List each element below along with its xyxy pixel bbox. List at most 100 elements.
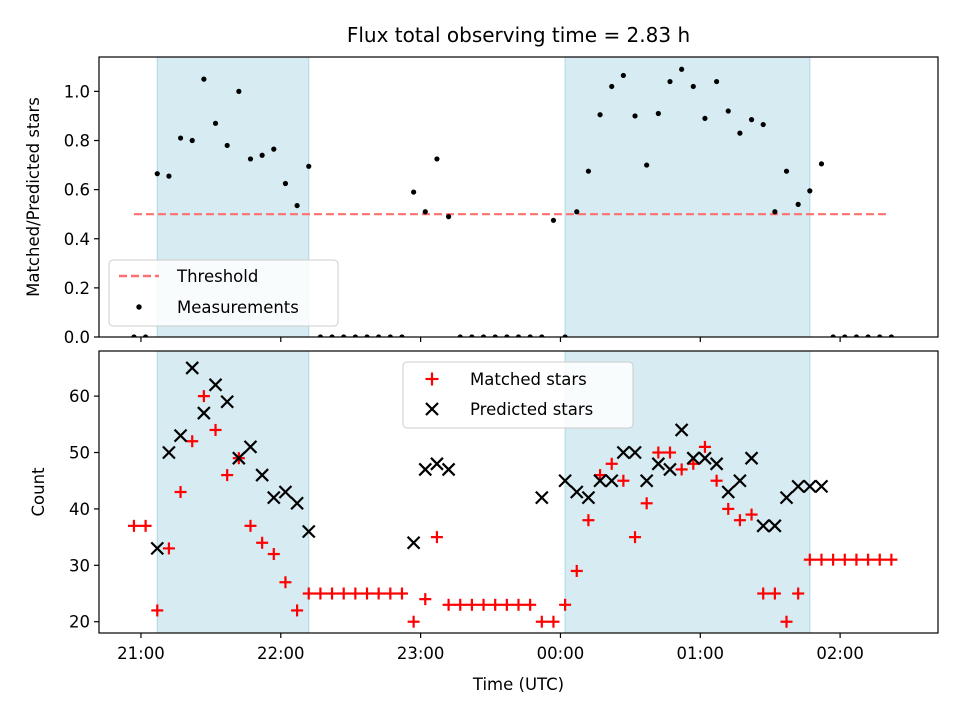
measurement-point — [306, 163, 312, 169]
measurement-point — [294, 202, 300, 209]
matched-star-point — [687, 457, 700, 470]
predicted-star-point — [267, 490, 281, 505]
y-tick-label: 60 — [69, 387, 90, 406]
matched-star-point — [815, 553, 828, 566]
count-series — [127, 361, 898, 628]
x-tick-label: 23:00 — [397, 644, 445, 663]
matched-star-point — [419, 593, 432, 606]
count-axes-frame — [98, 350, 939, 634]
measurement-point — [434, 156, 440, 162]
ratio-y-axis-label: Matched/Predicted stars — [24, 97, 43, 297]
y-tick-label: 0.0 — [64, 328, 90, 347]
measurement-point — [527, 334, 533, 337]
matched-star-point — [407, 615, 420, 628]
matched-star-point — [314, 587, 327, 600]
matched-star-point — [827, 553, 840, 566]
measurement-point — [376, 334, 382, 337]
predicted-star-point — [301, 524, 316, 539]
count-y-ticks: 20 30 40 50 60 — [69, 387, 99, 632]
predicted-star-point — [733, 473, 747, 488]
measurement-point — [189, 137, 195, 144]
matched-star-point — [652, 446, 665, 459]
y-tick-label: 0.2 — [64, 279, 90, 298]
count-legend: Matched stars Predicted stars — [402, 361, 634, 429]
measurement-point — [154, 171, 160, 177]
measurement-point — [807, 188, 813, 194]
count-x-ticks: 21:00 22:00 23:00 00:00 01:00 02:00 — [117, 633, 864, 663]
measurement-point — [655, 110, 661, 117]
predicted-star-point — [768, 519, 782, 533]
matched-star-point — [885, 553, 898, 566]
matched-star-point — [465, 598, 478, 611]
matched-star-point — [244, 519, 257, 532]
matched-star-point — [395, 587, 408, 600]
legend-matched-swatch — [425, 372, 439, 386]
x-axis-label: Time (UTC) — [472, 675, 564, 694]
predicted-star-point — [756, 519, 770, 533]
ratio-panel: 0.0 0.2 0.4 0.6 0.8 1.0 Matched/Predicted sta… — [24, 56, 939, 347]
predicted-star-point — [698, 451, 712, 465]
y-tick-label: 0.4 — [64, 230, 90, 249]
matched-star-point — [221, 469, 234, 482]
measurement-point — [702, 115, 708, 122]
measurement-point — [166, 173, 172, 179]
predicted-star-point — [604, 473, 619, 488]
predicted-star-point — [173, 428, 188, 443]
measurement-point — [469, 334, 475, 337]
y-tick-label: 0.8 — [64, 132, 90, 151]
measurement-point — [177, 135, 184, 141]
matched-star-point — [640, 497, 653, 510]
predicted-star-point — [663, 462, 677, 477]
measurement-point — [539, 334, 545, 337]
matched-star-point — [291, 604, 304, 617]
matched-star-point — [162, 542, 175, 555]
measurement-point — [877, 334, 883, 337]
predicted-star-point — [686, 451, 701, 465]
matched-star-point — [524, 598, 537, 611]
predicted-star-point — [581, 490, 596, 505]
measurement-point — [352, 334, 358, 337]
matched-star-point — [722, 502, 735, 515]
shaded-interval — [564, 57, 811, 337]
predicted-star-point — [569, 485, 584, 499]
predicted-star-point — [791, 479, 805, 494]
matched-star-point — [326, 587, 339, 600]
predicted-star-point — [709, 457, 724, 471]
measurement-point — [585, 168, 592, 174]
matched-star-point — [850, 553, 863, 566]
matched-star-point — [757, 587, 770, 600]
measurement-point — [492, 334, 498, 337]
matched-star-point — [803, 553, 816, 566]
predicted-star-point — [406, 535, 421, 550]
measurement-point — [830, 334, 836, 337]
y-tick-label: 30 — [69, 556, 90, 575]
matched-star-point — [267, 548, 280, 561]
legend-measurements-label: Measurements — [177, 298, 299, 317]
matched-star-point — [582, 514, 595, 527]
measurement-point — [550, 217, 557, 223]
matched-star-point — [337, 587, 350, 600]
matched-star-point — [454, 598, 467, 611]
measurement-point — [760, 121, 766, 128]
measurement-point — [783, 168, 790, 174]
matched-star-point — [617, 474, 630, 487]
measurement-point — [224, 142, 230, 149]
measurement-point — [795, 201, 801, 207]
predicted-star-point — [593, 473, 607, 488]
matched-star-point — [862, 553, 875, 566]
measurement-point — [236, 88, 242, 94]
matched-star-point — [535, 615, 548, 628]
measurement-point — [480, 334, 487, 337]
measurement-point — [387, 334, 393, 337]
ratio-legend-box — [108, 259, 339, 327]
predicted-star-point — [721, 485, 736, 499]
matched-star-point — [372, 587, 385, 600]
measurement-point — [842, 334, 848, 337]
legend-predicted-swatch — [425, 402, 439, 416]
matched-star-point — [197, 390, 210, 403]
matched-star-point — [279, 576, 292, 589]
measurement-point — [271, 146, 277, 152]
y-tick-label: 1.0 — [64, 82, 90, 101]
measurement-point — [667, 78, 673, 85]
predicted-star-point — [535, 490, 549, 505]
